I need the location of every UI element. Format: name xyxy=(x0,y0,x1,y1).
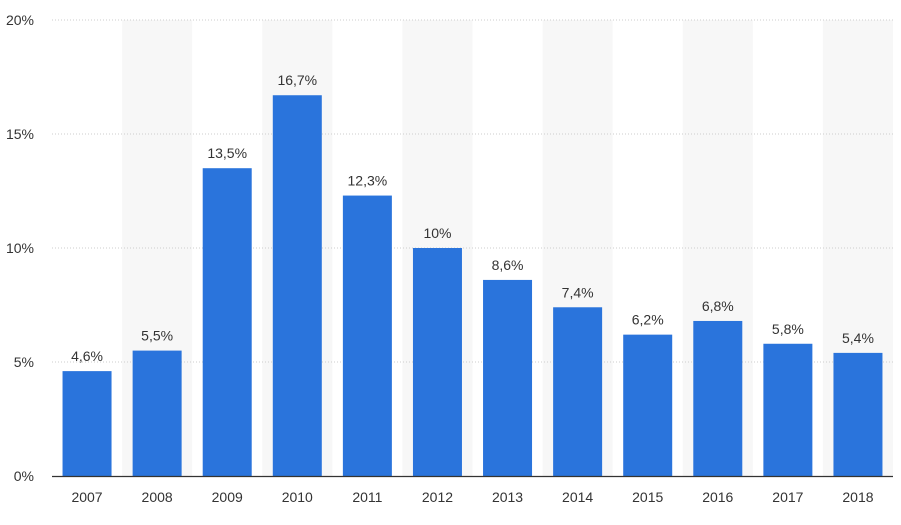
data-label: 13,5% xyxy=(207,145,247,161)
x-tick-label: 2010 xyxy=(282,489,313,505)
x-tick-label: 2014 xyxy=(562,489,593,505)
data-label: 7,4% xyxy=(562,284,594,300)
x-tick-label: 2015 xyxy=(632,489,663,505)
x-tick-label: 2011 xyxy=(352,489,382,505)
bar-2013 xyxy=(483,279,533,476)
bar-2017 xyxy=(763,343,813,476)
x-tick-label: 2017 xyxy=(772,489,803,505)
bar-2015 xyxy=(623,334,673,476)
x-tick-label: 2013 xyxy=(492,489,523,505)
y-axis-ticks: 0% 5% 10% 15% 20% xyxy=(6,12,34,484)
data-label: 5,8% xyxy=(772,321,804,337)
x-axis-ticks: 2007 2008 2009 2010 2011 2012 2013 2014 2015 2016… xyxy=(71,489,873,505)
data-label: 5,4% xyxy=(842,330,874,346)
data-label: 10% xyxy=(423,225,451,241)
data-label: 12,3% xyxy=(348,173,388,189)
x-tick-label: 2012 xyxy=(422,489,453,505)
bar-2018 xyxy=(833,352,883,476)
x-tick-label: 2009 xyxy=(212,489,243,505)
data-label: 4,6% xyxy=(71,348,103,364)
y-tick-label: 5% xyxy=(14,354,34,370)
data-label: 16,7% xyxy=(277,72,317,88)
bar-2016 xyxy=(693,320,743,476)
data-label: 8,6% xyxy=(492,257,524,273)
bar-2012 xyxy=(412,248,462,476)
y-tick-label: 20% xyxy=(6,12,34,28)
bar-2014 xyxy=(553,307,603,476)
bar-2010 xyxy=(272,95,322,477)
bar-2011 xyxy=(342,195,392,476)
bars xyxy=(62,95,883,477)
x-tick-label: 2007 xyxy=(71,489,102,505)
bar-2007 xyxy=(62,371,112,476)
y-tick-label: 10% xyxy=(6,240,34,256)
bar-2008 xyxy=(132,350,182,476)
y-tick-label: 15% xyxy=(6,126,34,142)
data-labels: 4,6% 5,5% 13,5% 16,7% 12,3% 10% 8,6% 7,4% 6,2% 6,… xyxy=(71,72,874,364)
bar-2009 xyxy=(202,168,252,476)
y-tick-label: 0% xyxy=(14,468,34,484)
x-tick-label: 2018 xyxy=(842,489,873,505)
data-label: 6,8% xyxy=(702,298,734,314)
x-tick-label: 2016 xyxy=(702,489,733,505)
gridlines xyxy=(52,19,893,363)
data-label: 6,2% xyxy=(632,312,664,328)
x-tick-label: 2008 xyxy=(142,489,173,505)
data-label: 5,5% xyxy=(141,328,173,344)
